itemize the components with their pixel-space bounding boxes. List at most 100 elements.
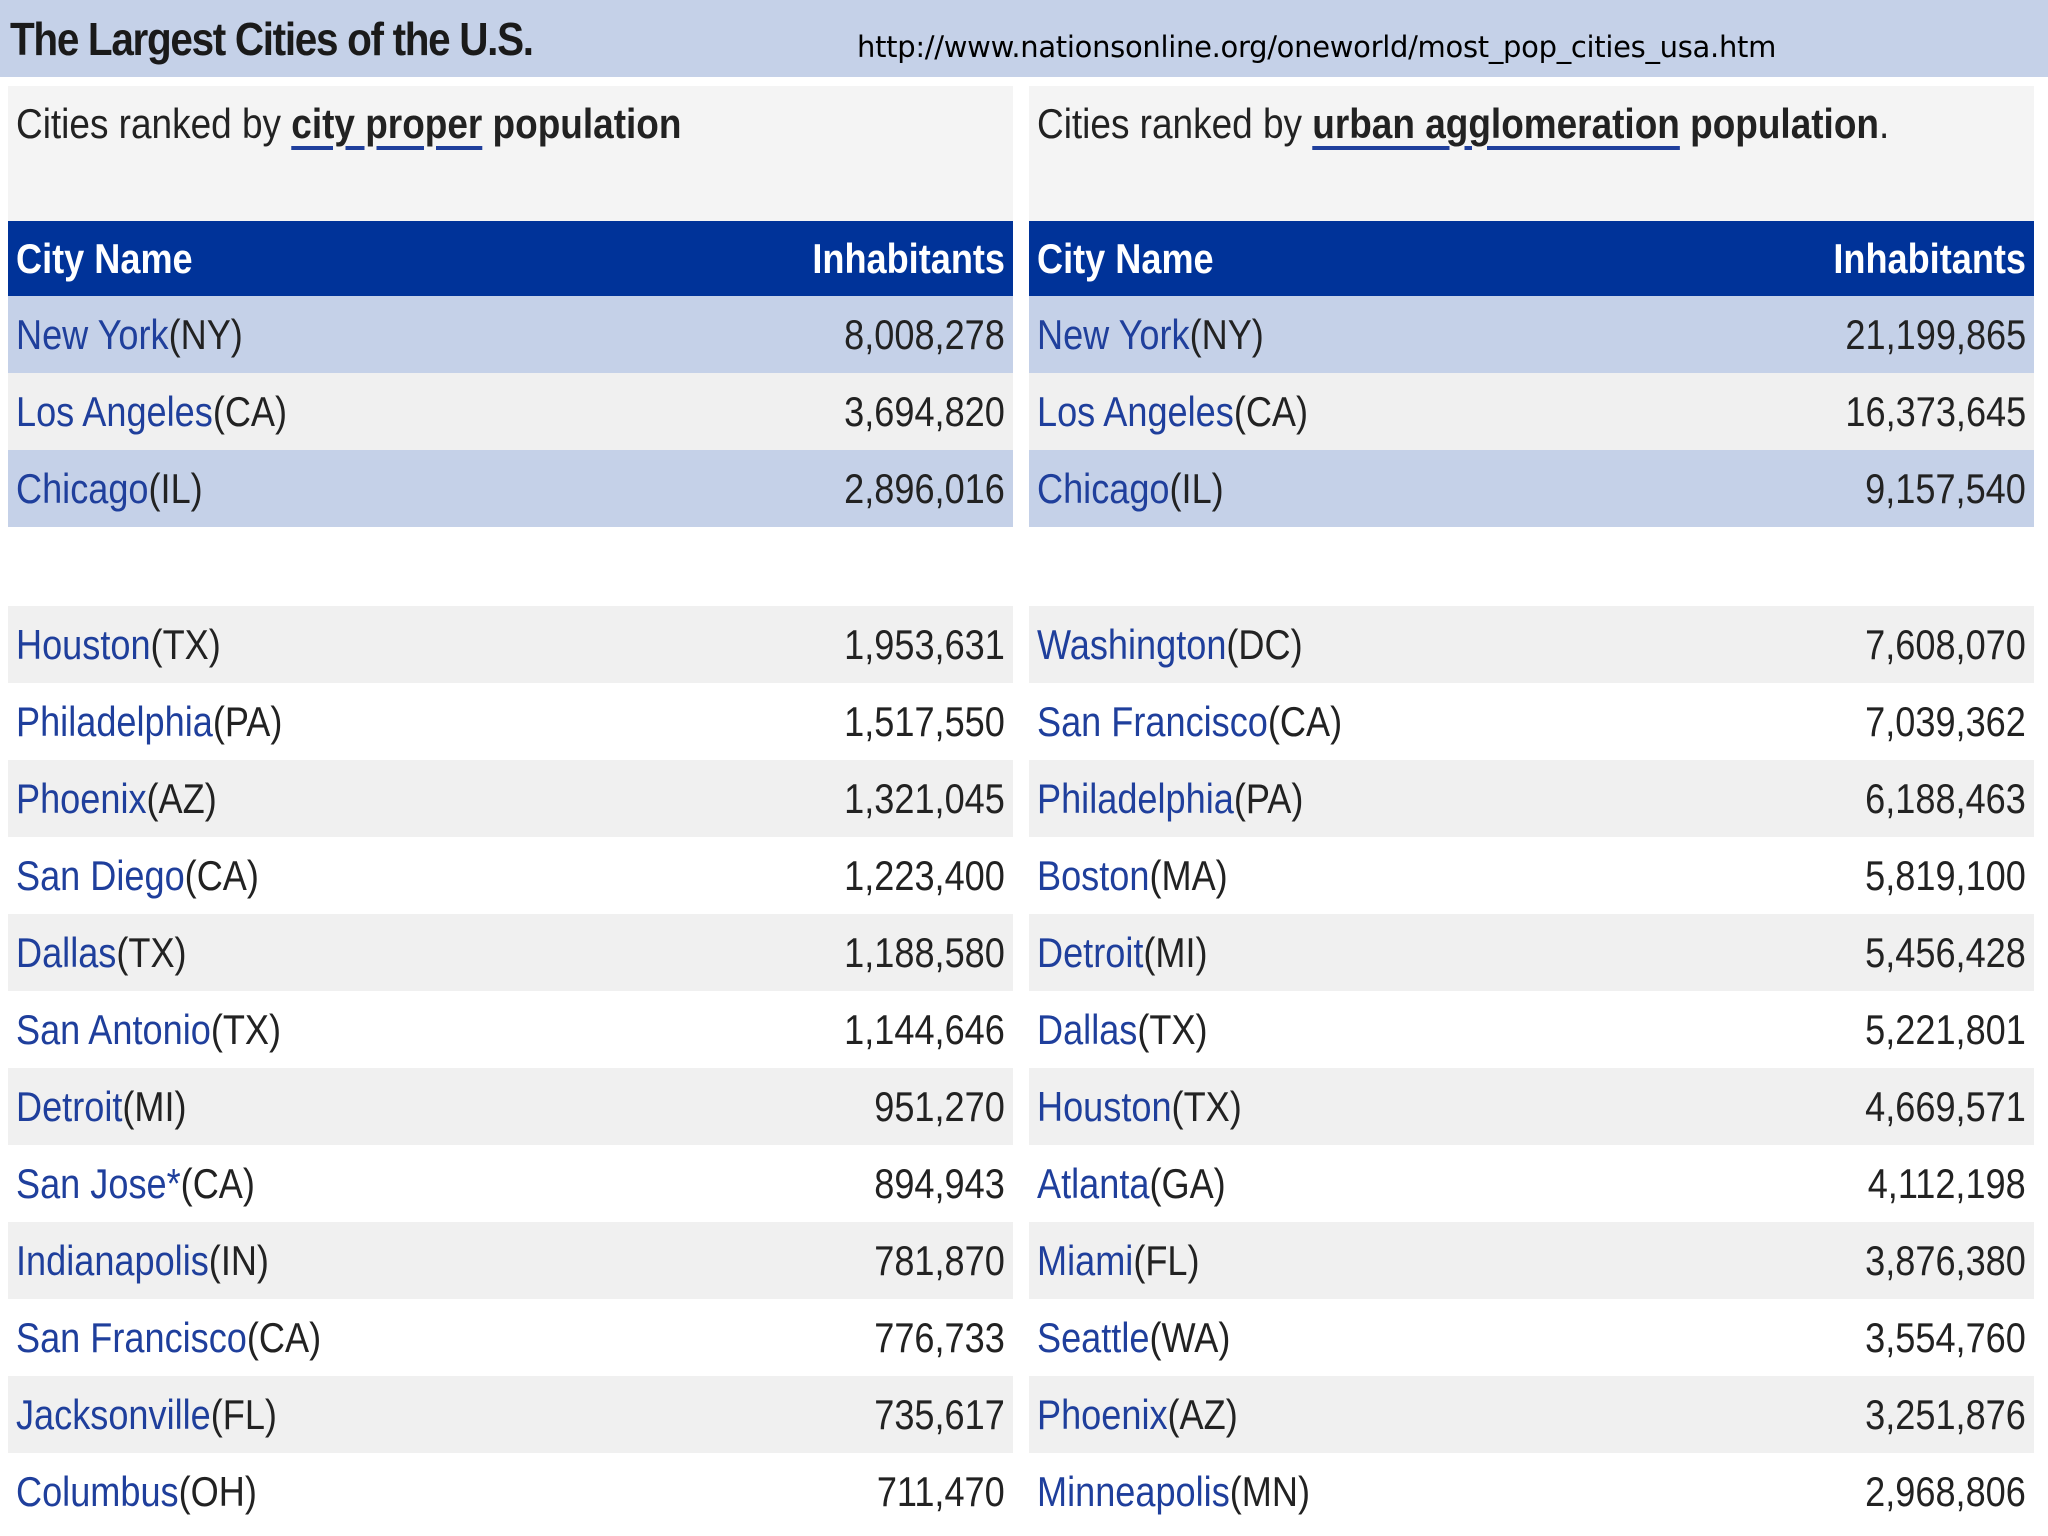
inhabitants-cell: 1,517,550 bbox=[844, 697, 1005, 745]
city-link[interactable]: San Jose* bbox=[16, 1159, 181, 1207]
city-cell: Seattle (WA) bbox=[1037, 1299, 1230, 1376]
column-header-city-name[interactable]: City Name bbox=[1037, 234, 1214, 282]
title-bar: The Largest Cities of the U.S. http://ww… bbox=[0, 0, 2048, 77]
inhabitants-cell: 1,953,631 bbox=[844, 620, 1005, 668]
city-cell: Detroit (MI) bbox=[16, 1068, 187, 1145]
city-link[interactable]: Minneapolis bbox=[1037, 1467, 1230, 1515]
city-cell: Atlanta (GA) bbox=[1037, 1145, 1226, 1222]
city-link[interactable]: San Diego bbox=[16, 851, 185, 899]
city-link[interactable]: New York bbox=[1037, 310, 1190, 358]
city-link[interactable]: Columbus bbox=[16, 1467, 179, 1515]
inhabitants-cell: 21,199,865 bbox=[1845, 310, 2026, 358]
inhabitants-cell: 7,039,362 bbox=[1865, 697, 2026, 745]
city-link[interactable]: Detroit bbox=[16, 1082, 123, 1130]
urban-agglomeration-caption: Cities ranked by urban agglomeration pop… bbox=[1029, 86, 2034, 221]
urban-agglomeration-link[interactable]: urban agglomeration bbox=[1312, 100, 1680, 147]
source-url[interactable]: http://www.nationsonline.org/oneworld/mo… bbox=[857, 30, 1777, 64]
city-link[interactable]: Dallas bbox=[1037, 1005, 1138, 1053]
table-row: Boston (MA) 5,819,100 bbox=[1029, 837, 2034, 914]
city-cell: San Jose* (CA) bbox=[16, 1145, 255, 1222]
city-link[interactable]: Houston bbox=[1037, 1082, 1172, 1130]
city-link[interactable]: Los Angeles bbox=[1037, 387, 1234, 435]
table-row: Phoenix (AZ) 3,251,876 bbox=[1029, 1376, 2034, 1453]
city-link[interactable]: Los Angeles bbox=[16, 387, 213, 435]
state-code: (TX) bbox=[1171, 1082, 1242, 1130]
state-code: (AZ) bbox=[1167, 1390, 1238, 1438]
state-code: (CA) bbox=[184, 851, 259, 899]
column-header-inhabitants[interactable]: Inhabitants bbox=[1833, 234, 2026, 282]
caption-text: Cities ranked by city proper population bbox=[16, 100, 681, 148]
inhabitants-cell: 3,554,760 bbox=[1865, 1313, 2026, 1361]
inhabitants-cell: 951,270 bbox=[874, 1082, 1005, 1130]
table-row: Phoenix (AZ) 1,321,045 bbox=[8, 760, 1013, 837]
city-link[interactable]: Indianapolis bbox=[16, 1236, 209, 1284]
inhabitants-cell: 6,188,463 bbox=[1865, 774, 2026, 822]
column-header-inhabitants[interactable]: Inhabitants bbox=[812, 234, 1005, 282]
city-link[interactable]: Dallas bbox=[16, 928, 117, 976]
city-link[interactable]: Detroit bbox=[1037, 928, 1144, 976]
table-row: Miami (FL) 3,876,380 bbox=[1029, 1222, 2034, 1299]
city-link[interactable]: Chicago bbox=[1037, 464, 1170, 512]
city-link[interactable]: Chicago bbox=[16, 464, 149, 512]
city-link[interactable]: San Francisco bbox=[1037, 697, 1268, 745]
city-cell: Los Angeles (CA) bbox=[16, 373, 287, 450]
city-link[interactable]: Philadelphia bbox=[16, 697, 213, 745]
city-link[interactable]: Miami bbox=[1037, 1236, 1134, 1284]
city-link[interactable]: Phoenix bbox=[1037, 1390, 1168, 1438]
table-row: Los Angeles (CA) 3,694,820 bbox=[8, 373, 1013, 450]
city-link[interactable]: Washington bbox=[1037, 620, 1227, 668]
caption-suffix: population bbox=[482, 100, 682, 147]
state-code: (TX) bbox=[116, 928, 187, 976]
inhabitants-cell: 2,968,806 bbox=[1865, 1467, 2026, 1515]
table-row: Philadelphia (PA) 1,517,550 bbox=[8, 683, 1013, 760]
city-link[interactable]: Seattle bbox=[1037, 1313, 1150, 1361]
table-row: Indianapolis (IN) 781,870 bbox=[8, 1222, 1013, 1299]
state-code: (MN) bbox=[1229, 1467, 1310, 1515]
city-link[interactable]: Atlanta bbox=[1037, 1159, 1150, 1207]
city-link[interactable]: Houston bbox=[16, 620, 151, 668]
column-header-city-name[interactable]: City Name bbox=[16, 234, 193, 282]
inhabitants-cell: 894,943 bbox=[874, 1159, 1005, 1207]
city-link[interactable]: Philadelphia bbox=[1037, 774, 1234, 822]
state-code: (TX) bbox=[1137, 1005, 1208, 1053]
inhabitants-cell: 5,221,801 bbox=[1865, 1005, 2026, 1053]
table-row: San Francisco (CA) 776,733 bbox=[8, 1299, 1013, 1376]
state-code: (CA) bbox=[246, 1313, 322, 1361]
city-link[interactable]: San Francisco bbox=[16, 1313, 247, 1361]
state-code: (PA) bbox=[212, 697, 283, 745]
city-cell: Detroit (MI) bbox=[1037, 914, 1208, 991]
inhabitants-cell: 711,470 bbox=[877, 1467, 1005, 1515]
city-link[interactable]: Phoenix bbox=[16, 774, 147, 822]
table-header-row: City Name Inhabitants bbox=[8, 221, 1013, 296]
caption-suffix: population bbox=[1679, 100, 1879, 147]
table-row: Detroit (MI) 951,270 bbox=[8, 1068, 1013, 1145]
city-cell: Washington (DC) bbox=[1037, 606, 1303, 683]
city-cell: San Antonio (TX) bbox=[16, 991, 281, 1068]
inhabitants-cell: 1,223,400 bbox=[844, 851, 1005, 899]
city-link[interactable]: Boston bbox=[1037, 851, 1150, 899]
state-code: (NY) bbox=[1189, 310, 1264, 358]
city-cell: Minneapolis (MN) bbox=[1037, 1453, 1310, 1530]
city-proper-link[interactable]: city proper bbox=[291, 100, 483, 147]
inhabitants-cell: 16,373,645 bbox=[1845, 387, 2026, 435]
state-code: (DC) bbox=[1226, 620, 1303, 668]
row-spacer bbox=[8, 527, 1013, 606]
table-row: Chicago (IL) 2,896,016 bbox=[8, 450, 1013, 527]
city-cell: Chicago (IL) bbox=[16, 450, 203, 527]
table-row: Jacksonville (FL) 735,617 bbox=[8, 1376, 1013, 1453]
city-cell: San Francisco (CA) bbox=[1037, 683, 1342, 760]
inhabitants-cell: 1,321,045 bbox=[844, 774, 1005, 822]
row-spacer bbox=[1029, 527, 2034, 606]
table-row: New York (NY) 21,199,865 bbox=[1029, 296, 2034, 373]
city-link[interactable]: Jacksonville bbox=[16, 1390, 211, 1438]
state-code: (FL) bbox=[210, 1390, 277, 1438]
state-code: (IN) bbox=[208, 1236, 269, 1284]
city-cell: Philadelphia (PA) bbox=[1037, 760, 1303, 837]
city-link[interactable]: San Antonio bbox=[16, 1005, 211, 1053]
table-row: Houston (TX) 1,953,631 bbox=[8, 606, 1013, 683]
page-title: The Largest Cities of the U.S. bbox=[10, 13, 534, 65]
city-cell: New York (NY) bbox=[1037, 296, 1264, 373]
city-link[interactable]: New York bbox=[16, 310, 169, 358]
urban-agglomeration-table: City Name Inhabitants New York (NY) 21,199,… bbox=[1029, 221, 2034, 1530]
state-code: (PA) bbox=[1233, 774, 1304, 822]
